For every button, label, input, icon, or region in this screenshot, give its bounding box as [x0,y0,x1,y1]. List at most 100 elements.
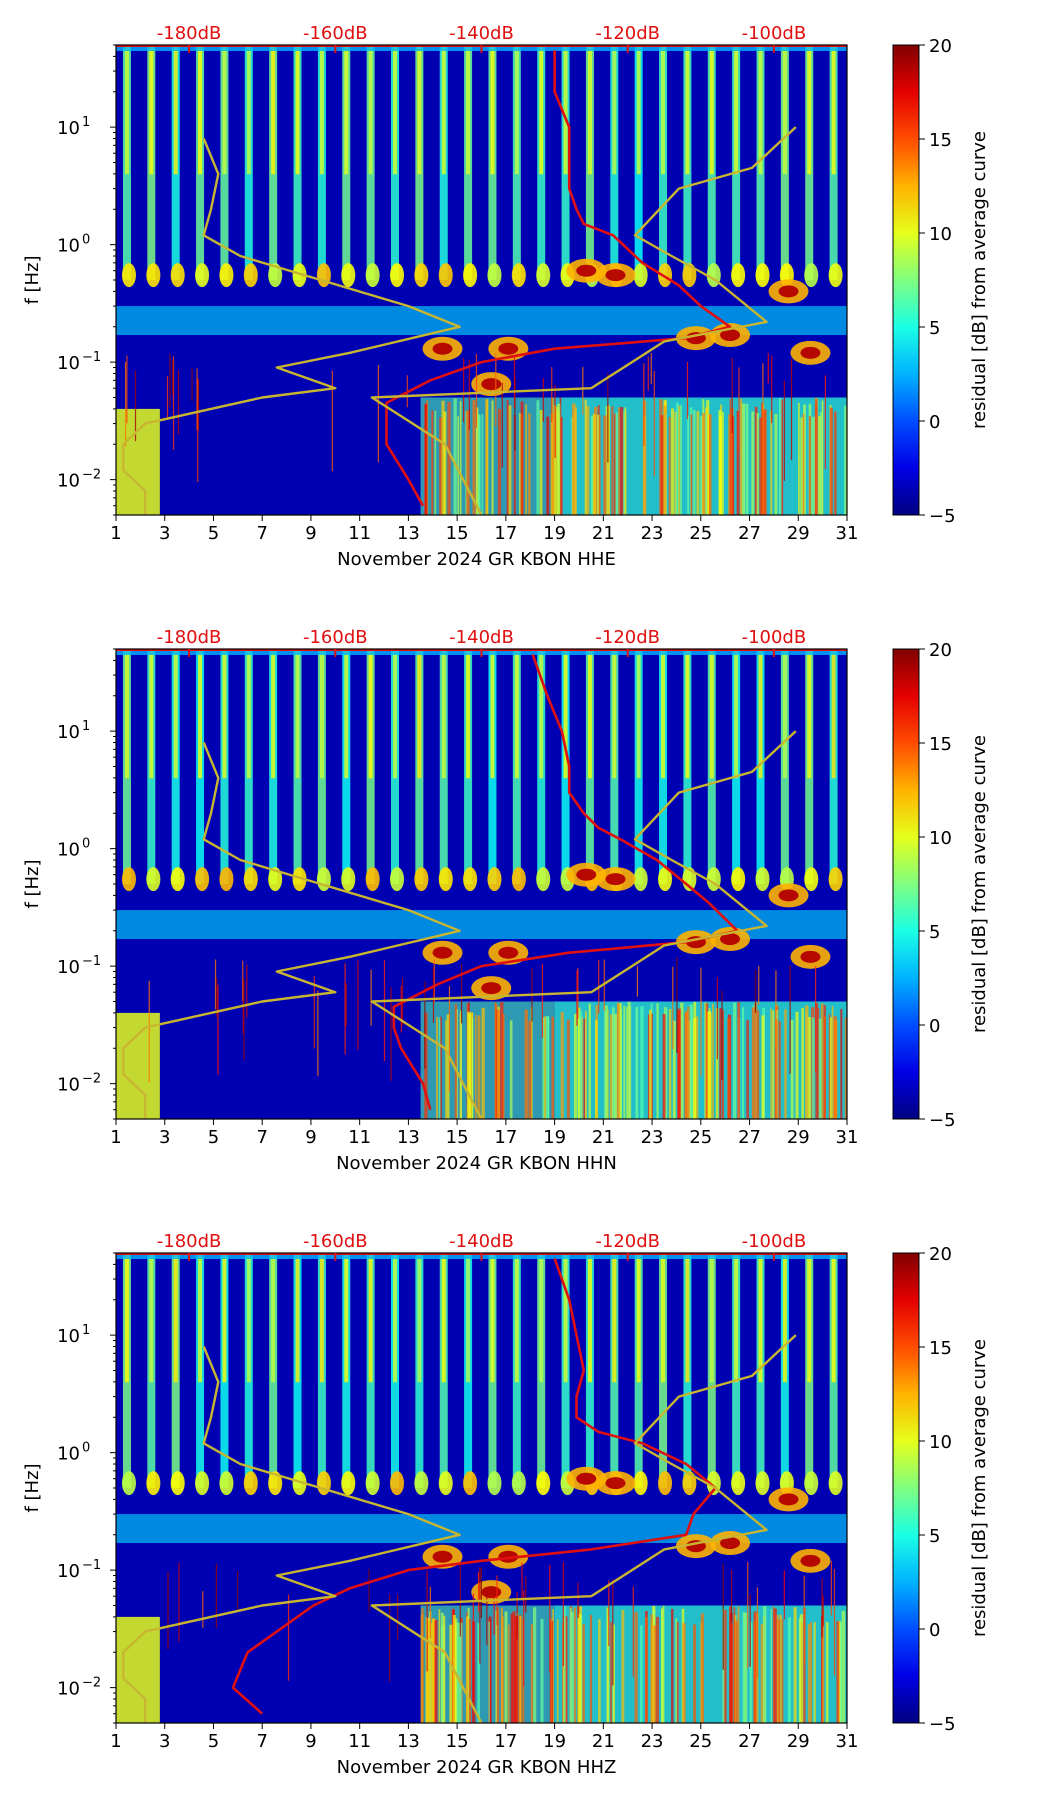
x-tick-label: 11 [348,523,371,544]
x-tick-label: 21 [592,1731,615,1752]
x-tick-label: 15 [446,1731,469,1752]
x-tick-label: 17 [494,1127,517,1148]
x-tick-label: 27 [738,523,761,544]
db-axis-label: -180dB [157,23,222,44]
y-tick-label: 10 [57,236,80,257]
psd-curve [231,1257,717,1715]
noise-model-curve [122,1346,461,1723]
spectrogram-image [116,45,847,515]
x-tick-label: 11 [348,1731,371,1752]
x-tick-label: 1 [110,1127,121,1148]
x-tick-label: 29 [787,1731,810,1752]
db-axis-label: -140dB [449,627,514,648]
colorbar-tick-label: 0 [929,1016,940,1037]
db-axis-label: -160dB [303,627,368,648]
y-axis-label: f [Hz] [22,859,43,908]
x-axis-label: November 2024 GR KBON HHE [337,549,616,570]
x-tick-label: 5 [208,523,219,544]
x-tick-label: 31 [836,523,859,544]
x-tick-label: 21 [592,1127,615,1148]
x-tick-label: 13 [397,1127,420,1148]
x-tick-label: 29 [787,523,810,544]
x-tick-label: 3 [159,523,170,544]
y-tick-exponent: −1 [82,1558,101,1573]
y-axis-label: f [Hz] [22,1463,43,1512]
x-tick-label: 29 [787,1127,810,1148]
x-tick-label: 7 [256,523,267,544]
x-tick-label: 23 [641,1127,664,1148]
colorbar-tick-label: 5 [929,318,940,339]
y-tick-exponent: −2 [82,468,101,483]
colorbar-tick-label: 15 [929,130,952,151]
x-tick-label: 9 [305,523,316,544]
x-tick-label: 27 [738,1127,761,1148]
colorbar-tick-label: 20 [929,36,952,57]
db-axis-label: -100dB [742,627,807,648]
noise-model-curve [370,1334,797,1723]
x-tick-label: 25 [689,1127,712,1148]
db-axis-label: -100dB [742,1231,807,1252]
x-tick-label: 23 [641,523,664,544]
noise-model-curve [370,126,797,515]
x-tick-label: 11 [348,1127,371,1148]
y-tick-exponent: 0 [82,1441,90,1456]
x-tick-label: 1 [110,1731,121,1752]
y-tick-label: 10 [57,1444,80,1465]
x-tick-label: 31 [836,1731,859,1752]
spectrogram-image [116,649,847,1119]
x-tick-label: 1 [110,523,121,544]
x-tick-label: 13 [397,1731,420,1752]
colorbar-tick-label: 10 [929,224,952,245]
x-tick-label: 17 [494,1731,517,1752]
db-axis-label: -140dB [449,1231,514,1252]
x-tick-label: 3 [159,1127,170,1148]
x-tick-label: 15 [446,1127,469,1148]
y-tick-exponent: 1 [82,115,90,130]
x-tick-label: 5 [208,1127,219,1148]
x-tick-label: 19 [543,523,566,544]
db-axis-label: -140dB [449,23,514,44]
colorbar-tick-label: 0 [929,1620,940,1641]
noise-model-curve [370,730,797,1119]
x-tick-label: 17 [494,523,517,544]
y-tick-exponent: −2 [82,1072,101,1087]
y-axis-label: f [Hz] [22,255,43,304]
colorbar-tick-label: 20 [929,640,952,661]
db-axis-label: -120dB [595,627,660,648]
x-axis-label: November 2024 GR KBON HHZ [337,1757,617,1778]
x-tick-label: 15 [446,523,469,544]
db-axis-label: -120dB [595,1231,660,1252]
y-tick-label: 10 [57,957,80,978]
y-tick-exponent: 1 [82,1323,90,1338]
y-tick-label: 10 [57,1561,80,1582]
y-tick-label: 10 [57,1075,80,1096]
noise-model-curve [122,742,461,1119]
colorbar-label: residual [dB] from average curve [969,131,990,429]
db-axis-label: -160dB [303,23,368,44]
x-axis-label: November 2024 GR KBON HHN [336,1153,617,1174]
db-axis-label: -120dB [595,23,660,44]
x-tick-label: 9 [305,1127,316,1148]
db-axis-label: -100dB [742,23,807,44]
x-tick-label: 7 [256,1731,267,1752]
y-tick-exponent: 1 [82,719,90,734]
colorbar [892,648,920,1120]
x-tick-label: 13 [397,523,420,544]
x-tick-label: 9 [305,1731,316,1752]
colorbar-tick-label: 10 [929,1432,952,1453]
colorbar-label: residual [dB] from average curve [969,1339,990,1637]
y-tick-label: 10 [57,1679,80,1700]
y-tick-label: 10 [57,722,80,743]
x-tick-label: 19 [543,1731,566,1752]
y-tick-label: 10 [57,118,80,139]
colorbar-tick-label: 0 [929,412,940,433]
y-tick-label: 10 [57,1326,80,1347]
noise-model-curve [122,138,461,515]
colorbar-tick-label: 15 [929,734,952,755]
x-tick-label: 25 [689,523,712,544]
psd-curve [385,50,732,507]
x-tick-label: 19 [543,1127,566,1148]
x-tick-label: 7 [256,1127,267,1148]
